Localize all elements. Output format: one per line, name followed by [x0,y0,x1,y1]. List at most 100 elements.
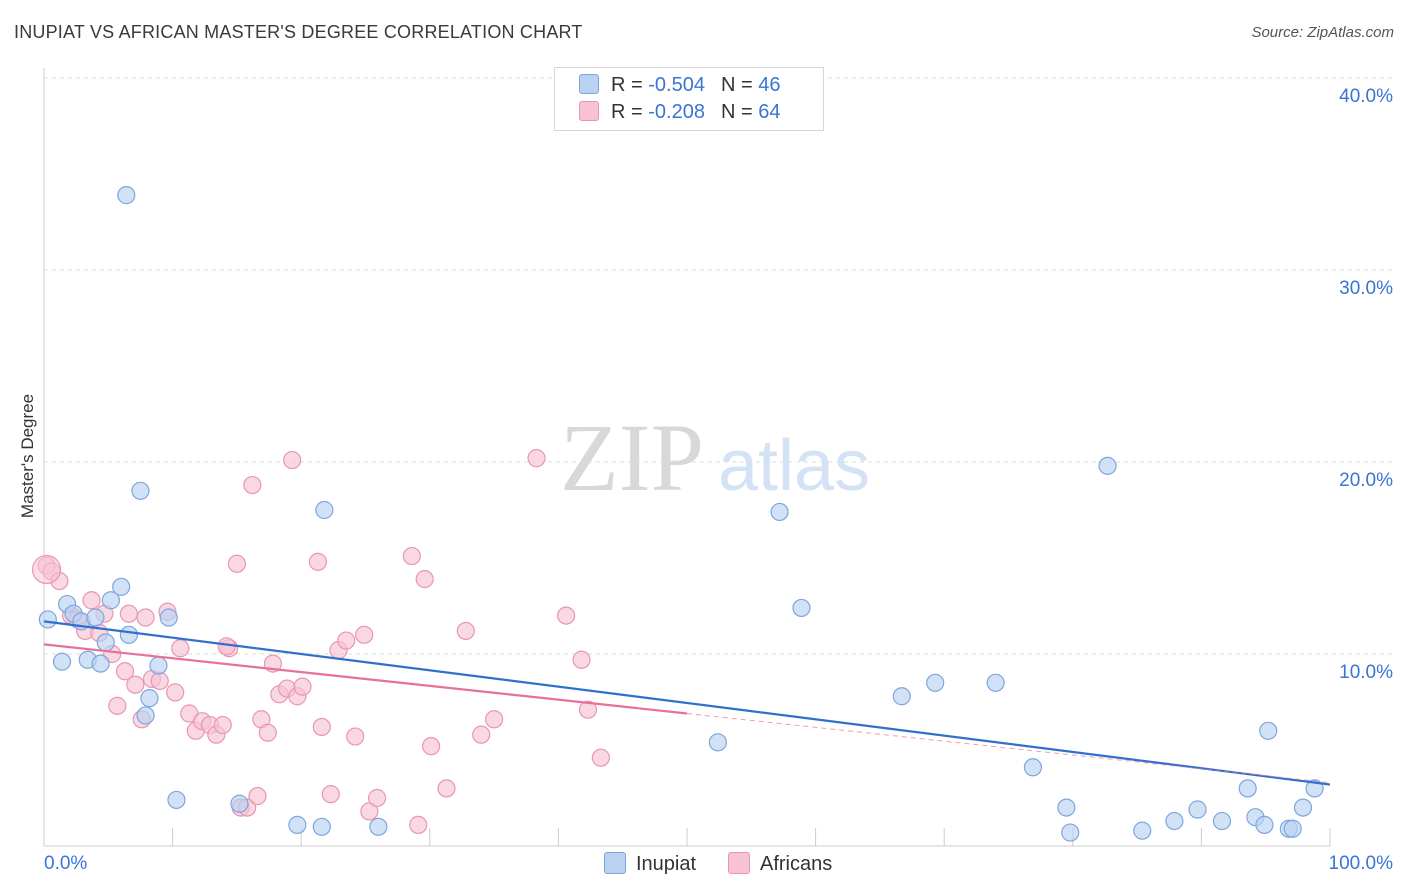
africans-point [472,725,491,744]
africans-point [402,546,421,566]
africans-point [360,802,379,821]
africans-point [572,650,591,669]
africans-point [527,449,546,468]
inupiat-trend-line [43,620,1331,786]
inupiat-point [1238,779,1257,798]
inupiat-point [1165,811,1184,831]
inupiat-point [149,656,168,675]
y-tick-label: 40.0% [1339,86,1393,107]
y-axis-label: Master's Degree [18,393,37,519]
africans-point [591,748,610,767]
watermark-atlas: atlas [718,426,870,506]
inupiat-point [1188,800,1207,819]
tick-labels: 10.0% 20.0% 30.0% 40.0% 0.0% 100.0% [44,86,1393,874]
grid [44,77,1392,655]
africans-point [485,710,504,729]
inupiat-point [312,817,331,836]
axes [43,68,1331,847]
inupiat-point [96,633,115,652]
africans-point [415,570,434,589]
inupiat-points [38,186,1324,842]
inupiat-point [1057,798,1076,817]
inupiat-point [52,652,72,671]
africans-point [293,677,312,696]
inupiat-point [1098,456,1117,475]
africans-point [557,606,576,625]
africans-point [108,696,127,715]
y-tick-label: 10.0% [1339,662,1393,683]
y-tick-label: 20.0% [1339,470,1393,491]
inupiat-point [369,817,388,836]
africans-point [578,700,598,719]
inupiat-point [1259,721,1278,740]
africans-point [283,450,302,470]
africans-point [126,675,145,694]
inupiat-point [926,673,945,692]
africans-point [258,723,277,742]
africans-point [82,591,101,610]
legend-n-label: N = [720,74,753,96]
inupiat-swatch [579,74,599,94]
inupiat-point [1061,823,1080,842]
inupiat-point [230,794,249,813]
africans-point [409,815,428,834]
legend-n-value: 46 [758,74,781,96]
inupiat-point [91,654,110,673]
inupiat-point [1255,815,1274,834]
africans-point [166,683,185,702]
inupiat-point [1023,758,1043,777]
inupiat-point [112,577,131,596]
x-tick-label: 0.0% [44,853,87,874]
inupiat-swatch [604,852,626,874]
bottom-legend-label: Inupiat [636,853,697,875]
africans-point [308,552,328,571]
bottom-legend-africans: Africans [728,852,832,876]
inupiat-point [288,815,307,834]
legend-row-inupiat: R = -0.504 N = 46 [579,74,780,98]
inupiat-point [792,598,811,618]
inupiat-point [315,500,334,520]
africans-point [31,554,62,585]
bottom-legend-label: Africans [760,853,833,875]
inupiat-point [140,689,159,708]
inupiat-point [119,625,138,644]
watermark-zip: ZIP [560,404,704,511]
legend-row-africans: R = -0.208 N = 64 [579,101,780,125]
africans-point [243,475,262,495]
africans-point [312,717,331,737]
inupiat-point [1212,811,1232,831]
y-tick-label: 30.0% [1339,278,1393,299]
legend-r-value: -0.208 [648,101,705,123]
inupiat-point [1293,798,1313,817]
bottom-legend-inupiat: Inupiat [604,852,696,876]
africans-point [437,779,456,798]
africans-point [321,785,340,804]
africans-point [355,625,374,644]
inupiat-point [770,502,789,522]
africans-trend-extension [686,713,1331,784]
inupiat-point [159,608,178,627]
legend-n-label: N = [720,101,753,123]
source-label: Source: ZipAtlas.com [1251,24,1394,41]
africans-point [227,554,246,573]
africans-point [248,786,267,806]
watermark: ZIP atlas [560,404,870,511]
africans-point [115,662,135,681]
legend-r-label: R = [611,74,643,96]
africans-point [136,608,155,627]
inupiat-point [1133,821,1152,840]
inupiat-point [986,673,1005,692]
inupiat-point [38,610,57,629]
africans-swatch [728,852,750,874]
inupiat-point [86,608,105,627]
x-tick-label: 100.0% [1329,853,1394,874]
legend-n-value: 64 [758,101,781,123]
inupiat-point [167,790,186,810]
chart-title: INUPIAT VS AFRICAN MASTER'S DEGREE CORRE… [14,22,583,42]
africans-point [213,715,232,735]
africans-point [171,639,190,658]
africans-point [119,604,138,623]
africans-point [150,671,169,690]
africans-point [421,737,441,756]
